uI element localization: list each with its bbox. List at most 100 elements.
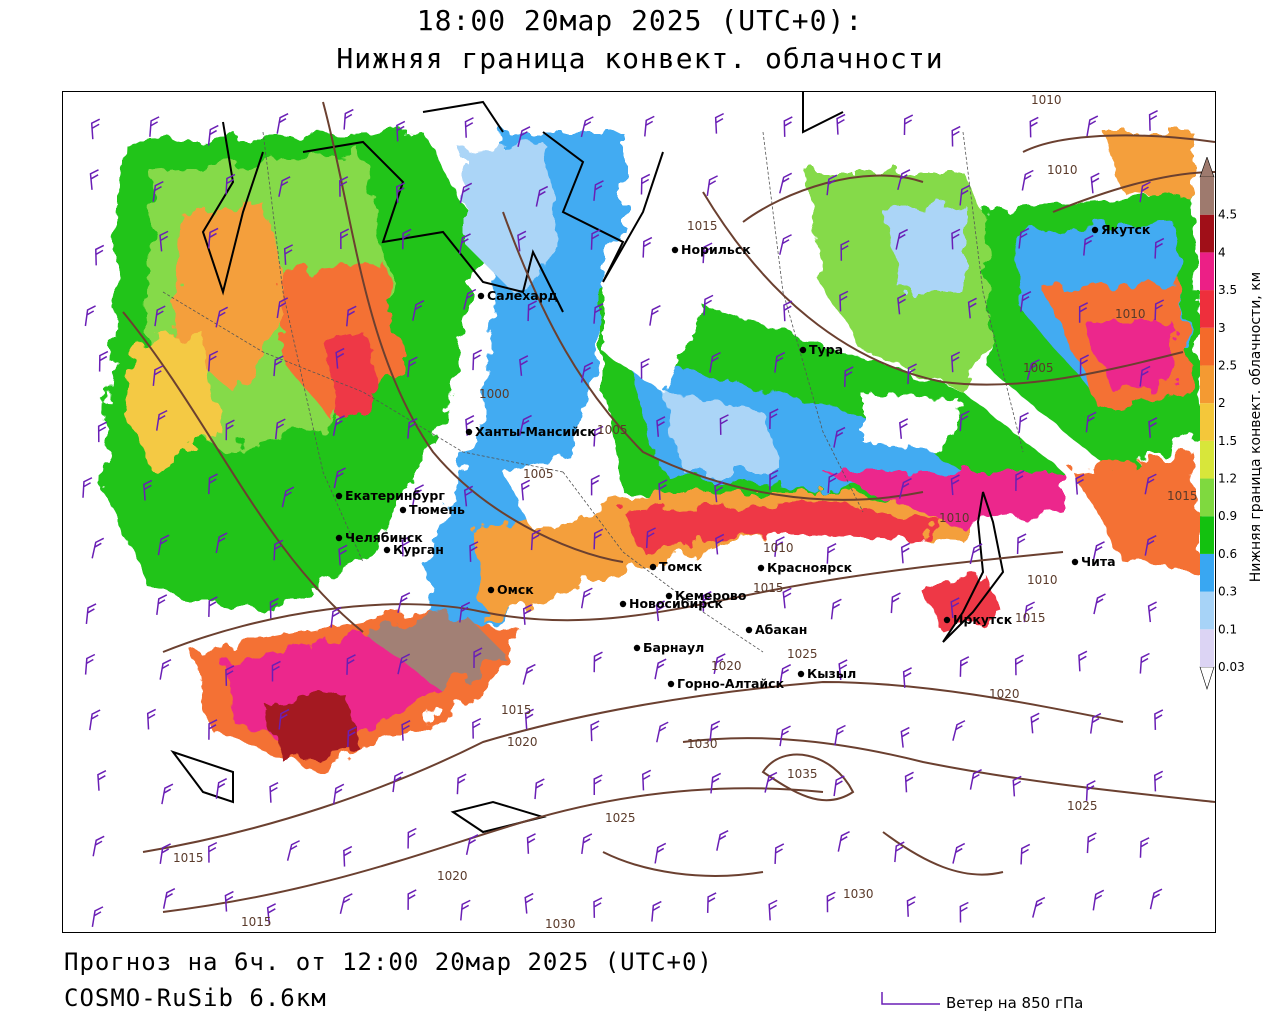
- legend-top-arrow: [1199, 156, 1215, 178]
- city-marker: [477, 292, 485, 300]
- wind-barb: [1075, 473, 1085, 495]
- wind-barb: [273, 355, 284, 377]
- wind-barb: [839, 290, 849, 312]
- city-marker: [745, 626, 753, 634]
- wind-barb: [706, 175, 718, 196]
- wind-barb: [397, 592, 411, 613]
- wind-barb: [837, 830, 850, 852]
- wind-barb: [1078, 650, 1088, 672]
- wind-barb: [98, 350, 109, 372]
- wind-barb: [969, 768, 982, 790]
- city-marker: [487, 586, 495, 594]
- wind-barb: [143, 479, 153, 501]
- legend-label: 0.6: [1218, 547, 1237, 561]
- wind-barb: [904, 771, 914, 793]
- wind-barb: [85, 603, 97, 624]
- wind-barb: [526, 833, 536, 854]
- wind-barb: [472, 349, 482, 371]
- wind-barb: [899, 418, 909, 439]
- wind-barb: [339, 893, 353, 915]
- wind-barb: [783, 300, 793, 322]
- wind-barb: [1012, 775, 1022, 797]
- wind-barb: [834, 724, 846, 746]
- wind-barb: [338, 544, 348, 566]
- city-label: Тюмень: [409, 502, 465, 517]
- legend-bottom-arrow: [1199, 666, 1215, 690]
- wind-barb: [1149, 888, 1163, 910]
- legend-swatch: [1200, 327, 1214, 366]
- wind-barb: [640, 173, 651, 195]
- city-label: Иркутск: [953, 612, 1013, 627]
- legend-label: 3: [1218, 321, 1226, 335]
- wind-barb: [1029, 116, 1039, 138]
- wind-barb: [84, 653, 96, 675]
- wind-barb: [1085, 411, 1097, 433]
- wind-barb: [157, 534, 170, 556]
- wind-barb: [281, 486, 295, 508]
- wind-barb: [89, 169, 99, 190]
- wind-barb: [902, 667, 912, 688]
- isobar-label: 1005: [523, 467, 554, 481]
- isobar-label: 1020: [711, 659, 742, 673]
- wind-barb: [92, 835, 105, 857]
- wind-barb: [640, 358, 650, 379]
- wind-barb: [894, 841, 905, 863]
- wind-barb: [456, 773, 467, 795]
- wind-barb: [590, 229, 601, 250]
- wind-barb: [779, 725, 791, 747]
- city-marker: [399, 506, 407, 514]
- wind-barb: [1085, 780, 1096, 801]
- wind-barb: [340, 228, 350, 250]
- wind-barb: [656, 416, 666, 437]
- wind-barb: [95, 244, 105, 266]
- isobar-label: 1015: [1015, 611, 1046, 625]
- wind-barb: [830, 598, 842, 620]
- city-marker: [619, 600, 627, 608]
- legend-swatch: [1200, 478, 1214, 517]
- wind-barbs: [82, 108, 1165, 927]
- wind-barb: [225, 665, 235, 686]
- legend-label: 0.9: [1218, 509, 1237, 523]
- wind-barb: [276, 297, 289, 319]
- wind-barb: [465, 834, 479, 855]
- wind-barb: [1014, 654, 1025, 676]
- isobar-label: 1025: [1067, 799, 1098, 813]
- wind-barb: [392, 771, 404, 793]
- wind-barb: [903, 114, 914, 136]
- isobar-label: 1015: [501, 703, 532, 717]
- wind-barb: [898, 477, 912, 499]
- isobar-label: 1015: [173, 851, 204, 865]
- legend-label: 0.1: [1218, 622, 1237, 636]
- wind-barb: [276, 113, 289, 134]
- wind-barb: [779, 234, 792, 255]
- map-title: 18:00 20мар 2025 (UTC+0):: [416, 4, 864, 37]
- coastlines: [170, 92, 1005, 834]
- wind-barb: [764, 771, 778, 793]
- wind-barb: [412, 484, 424, 506]
- wind-barb: [1018, 227, 1030, 249]
- city-label: Кемерово: [675, 588, 747, 603]
- wind-barb: [703, 294, 714, 316]
- wind-barb: [654, 658, 667, 680]
- wind-barb: [269, 781, 279, 803]
- wind-barb: [833, 775, 845, 797]
- wind-barb: [1016, 533, 1027, 555]
- legend-swatch: [1200, 440, 1214, 479]
- wind-barb: [779, 664, 792, 685]
- wind-barb: [1021, 169, 1034, 191]
- wind-barb: [1144, 473, 1157, 495]
- wind-barb: [154, 305, 166, 327]
- wind-barb: [473, 647, 483, 669]
- wind-barb: [656, 721, 669, 743]
- wind-barb: [401, 719, 411, 741]
- wind-barb: [332, 415, 345, 436]
- wind-barb: [520, 479, 531, 501]
- city-marker: [799, 346, 807, 354]
- isobar-label: 1015: [753, 581, 784, 595]
- isobar-label: 1015: [687, 219, 718, 233]
- wind-barb: [278, 176, 291, 197]
- wind-barb: [836, 113, 846, 135]
- wind-barb: [152, 180, 164, 202]
- isobar-label: 1010: [763, 541, 794, 555]
- wind-barb: [950, 474, 960, 496]
